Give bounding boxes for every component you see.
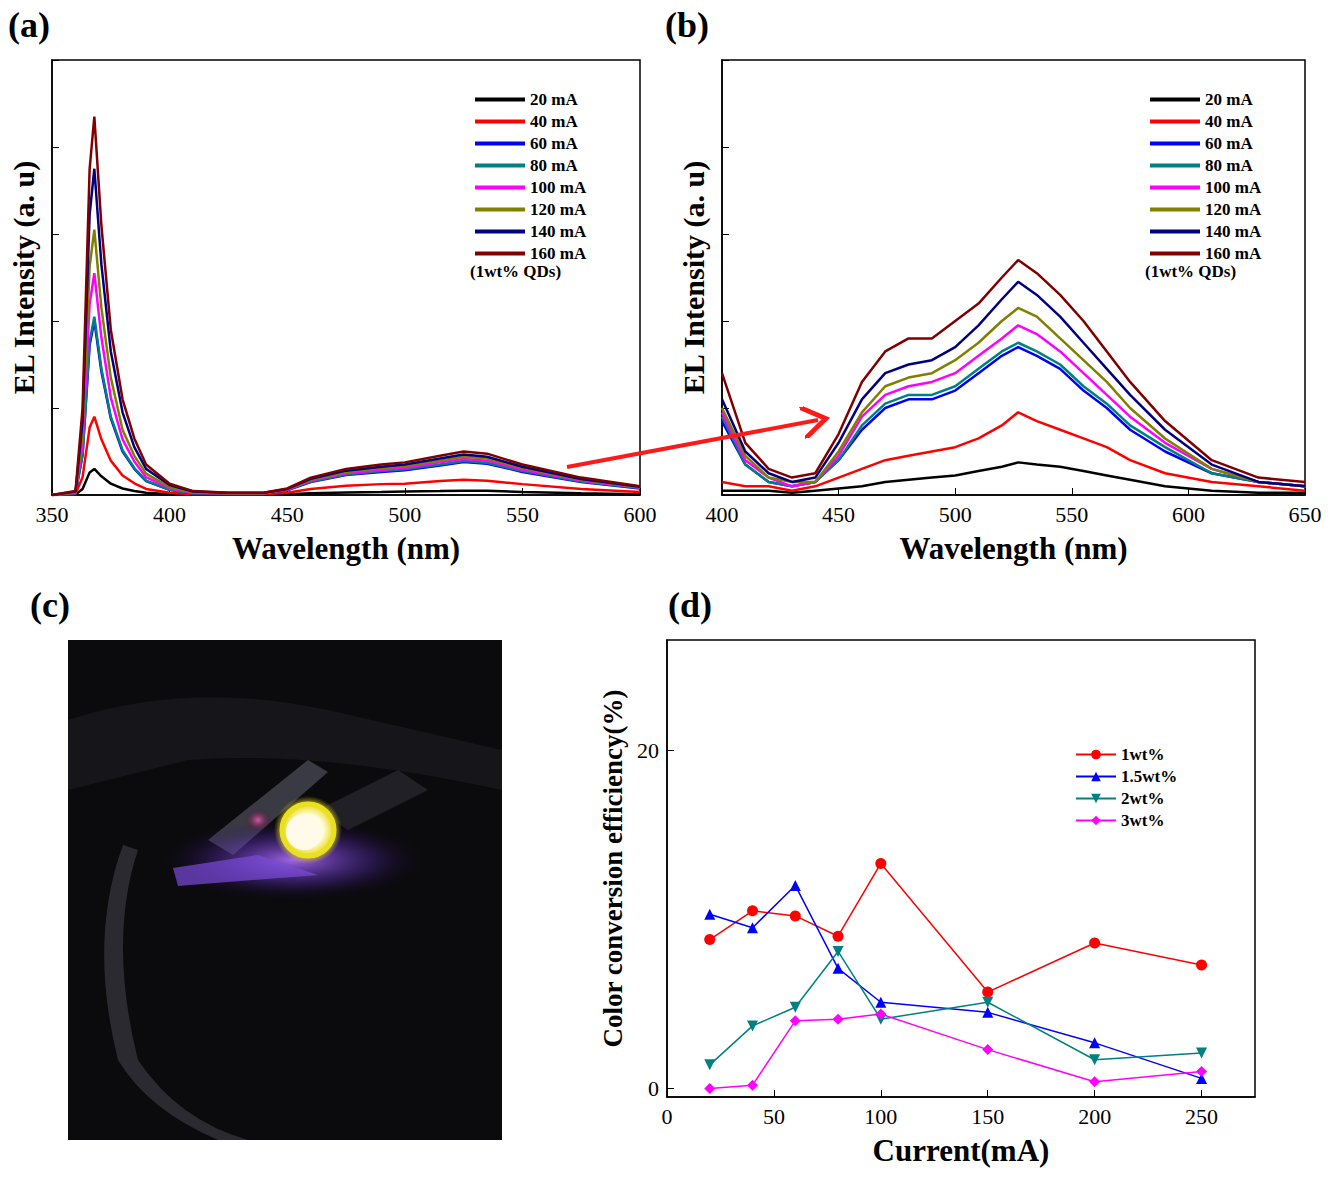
svg-text:60 mA: 60 mA <box>1205 134 1253 153</box>
svg-text:20 mA: 20 mA <box>530 90 578 109</box>
svg-text:1.5wt%: 1.5wt% <box>1121 767 1177 786</box>
svg-text:2wt%: 2wt% <box>1121 789 1164 808</box>
svg-text:450: 450 <box>271 502 304 527</box>
svg-text:EL Intensity (a. u): EL Intensity (a. u) <box>7 161 41 394</box>
svg-text:3wt%: 3wt% <box>1121 811 1164 830</box>
svg-text:150: 150 <box>971 1104 1004 1129</box>
svg-text:80 mA: 80 mA <box>530 156 578 175</box>
svg-text:100 mA: 100 mA <box>1205 178 1262 197</box>
svg-text:60 mA: 60 mA <box>530 134 578 153</box>
svg-text:20 mA: 20 mA <box>1205 90 1253 109</box>
svg-text:Wavelength (nm): Wavelength (nm) <box>232 531 460 566</box>
svg-text:1wt%: 1wt% <box>1121 745 1164 764</box>
svg-text:(1wt% QDs): (1wt% QDs) <box>470 262 561 281</box>
svg-text:40 mA: 40 mA <box>1205 112 1253 131</box>
svg-text:400: 400 <box>153 502 186 527</box>
svg-text:400: 400 <box>706 502 739 527</box>
svg-text:20: 20 <box>637 738 659 763</box>
svg-text:Wavelength (nm): Wavelength (nm) <box>899 531 1127 566</box>
svg-text:550: 550 <box>506 502 539 527</box>
svg-text:40 mA: 40 mA <box>530 112 578 131</box>
svg-text:80 mA: 80 mA <box>1205 156 1253 175</box>
svg-text:Color conversion efficiency(%): Color conversion efficiency(%) <box>598 690 628 1048</box>
html-text:(d): (d) <box>668 585 712 625</box>
svg-text:350: 350 <box>36 502 69 527</box>
svg-text:(1wt% QDs): (1wt% QDs) <box>1145 262 1236 281</box>
svg-text:140 mA: 140 mA <box>530 222 587 241</box>
svg-text:250: 250 <box>1185 1104 1218 1129</box>
svg-text:550: 550 <box>1055 502 1088 527</box>
svg-text:140 mA: 140 mA <box>1205 222 1262 241</box>
svg-text:600: 600 <box>624 502 657 527</box>
html-text:(b): (b) <box>665 5 709 45</box>
svg-text:Current(mA): Current(mA) <box>873 1133 1050 1168</box>
svg-text:160 mA: 160 mA <box>530 244 587 263</box>
svg-text:450: 450 <box>822 502 855 527</box>
svg-text:120 mA: 120 mA <box>1205 200 1262 219</box>
svg-text:160 mA: 160 mA <box>1205 244 1262 263</box>
svg-text:600: 600 <box>1172 502 1205 527</box>
svg-text:650: 650 <box>1289 502 1322 527</box>
svg-text:0: 0 <box>648 1076 659 1101</box>
svg-text:100: 100 <box>864 1104 897 1129</box>
svg-text:500: 500 <box>388 502 421 527</box>
html-text:(a): (a) <box>8 5 50 45</box>
svg-text:EL Intensity (a. u): EL Intensity (a. u) <box>677 161 711 394</box>
svg-text:50: 50 <box>763 1104 785 1129</box>
svg-text:100 mA: 100 mA <box>530 178 587 197</box>
svg-text:0: 0 <box>662 1104 673 1129</box>
html-text:(c): (c) <box>30 585 70 625</box>
svg-text:200: 200 <box>1078 1104 1111 1129</box>
svg-text:500: 500 <box>939 502 972 527</box>
svg-text:120 mA: 120 mA <box>530 200 587 219</box>
